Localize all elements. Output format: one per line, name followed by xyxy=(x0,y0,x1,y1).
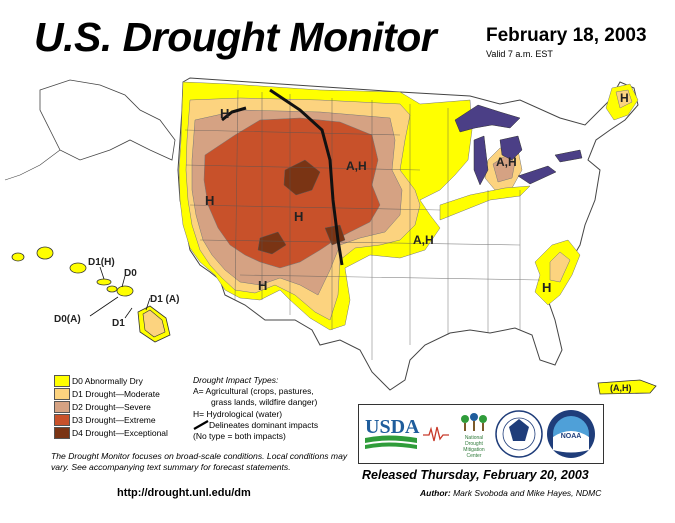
legend-item-d0: D0 Abnormally Dry xyxy=(54,374,143,387)
impact-label: H xyxy=(542,280,551,295)
author-credit: Author: Mark Svoboda and Mike Hayes, NDM… xyxy=(420,488,601,498)
svg-text:USDA: USDA xyxy=(365,416,420,438)
author-label: Author: xyxy=(420,488,451,498)
svg-text:National: National xyxy=(465,435,483,441)
great-lakes xyxy=(517,165,557,185)
impact-types-title: Drought Impact Types: xyxy=(193,375,279,385)
d4-region xyxy=(257,231,287,255)
alaska-outline xyxy=(39,79,176,161)
hawaii-label: D0(A) xyxy=(54,314,81,325)
release-date: Released Thursday, February 20, 2003 xyxy=(362,468,589,482)
map-title: U.S. Drought Monitor xyxy=(34,14,437,60)
disclaimer-note: The Drought Monitor focuses on broad-sca… xyxy=(51,451,348,472)
impact-line: H= Hydrological (water) xyxy=(193,408,283,419)
noaa-logo: NOAA xyxy=(547,410,595,458)
d1-region xyxy=(615,89,633,109)
hawaii-label: D1(H) xyxy=(88,257,115,268)
svg-text:Mitigation: Mitigation xyxy=(463,447,485,453)
hawaii-labels xyxy=(89,266,151,319)
hawaii-d1 xyxy=(142,309,166,338)
great-lakes xyxy=(454,104,521,133)
legend-label: D0 Abnormally Dry xyxy=(72,375,143,386)
hawaii-label: D1 xyxy=(112,318,125,329)
impact-line: Delineates dominant impacts xyxy=(193,420,368,431)
ndmc-logo: National Drought Mitigation Center xyxy=(461,413,487,459)
svg-text:Center: Center xyxy=(466,453,481,459)
great-lakes xyxy=(473,135,489,186)
legend-label: D4 Drought—Exceptional xyxy=(72,427,168,438)
great-lakes xyxy=(554,149,583,163)
impact-label: H xyxy=(220,106,229,121)
impact-label: A,H xyxy=(346,159,367,173)
logos-strip: USDA National Drought Mitigation Center xyxy=(365,410,595,459)
impact-label: H xyxy=(205,193,214,208)
impact-label: H xyxy=(620,91,629,105)
d1-region xyxy=(549,251,571,283)
impact-line: (No type = both impacts) xyxy=(193,431,286,442)
legend-item-d3: D3 Drought—Extreme xyxy=(54,413,156,426)
legend-item-d1: D1 Drought—Moderate xyxy=(54,387,160,400)
source-url[interactable]: http://drought.unl.edu/dm xyxy=(117,487,251,499)
legend-swatch xyxy=(54,387,70,400)
impact-label: H xyxy=(294,209,303,224)
agency-logos: USDA National Drought Mitigation Center xyxy=(358,404,604,464)
hawaii-label: D1 (A) xyxy=(150,294,179,305)
impact-line-text: Delineates dominant impacts xyxy=(209,419,319,430)
legend-item-d4: D4 Drought—Exceptional xyxy=(54,426,168,439)
svg-text:Drought: Drought xyxy=(465,441,483,447)
legend-label: D1 Drought—Moderate xyxy=(72,388,160,399)
legend-item-d2: D2 Drought—Severe xyxy=(54,400,151,413)
alaska-outline xyxy=(4,149,61,181)
seismograph-icon xyxy=(423,426,449,442)
d4-region xyxy=(283,159,321,196)
valid-time: Valid 7 a.m. EST xyxy=(486,49,553,59)
author-names: Mark Svoboda and Mike Hayes, NDMC xyxy=(453,488,602,498)
d2-region xyxy=(492,155,516,183)
legend-swatch xyxy=(54,413,70,426)
usda-logo: USDA xyxy=(365,416,420,449)
impact-line: A= Agricultural (crops, pastures, xyxy=(193,386,314,397)
state-boundaries xyxy=(184,89,541,360)
svg-text:NOAA: NOAA xyxy=(561,433,582,440)
legend-swatch xyxy=(54,426,70,439)
delineation-line-icon xyxy=(193,420,209,431)
impact-label: A,H xyxy=(413,233,434,247)
legend-label: D2 Drought—Severe xyxy=(72,401,151,412)
map-date: February 18, 2003 xyxy=(486,25,647,46)
legend-label: D3 Drought—Extreme xyxy=(72,414,156,425)
legend-swatch xyxy=(54,374,70,387)
puerto-rico-label: (A,H) xyxy=(610,383,632,393)
commerce-seal xyxy=(495,410,543,458)
impact-delineation-line xyxy=(221,106,247,122)
impact-line: grass lands, wildfire danger) xyxy=(211,397,318,408)
impact-delineation-line xyxy=(269,88,344,266)
puerto-rico xyxy=(597,379,657,395)
impact-label: A,H xyxy=(496,155,517,169)
hawaii-label: D0 xyxy=(124,268,137,279)
impact-label: H xyxy=(258,278,267,293)
great-lakes xyxy=(499,135,523,161)
legend-swatch xyxy=(54,400,70,413)
impact-types: Drought Impact Types: A= Agricultural (c… xyxy=(193,375,368,442)
